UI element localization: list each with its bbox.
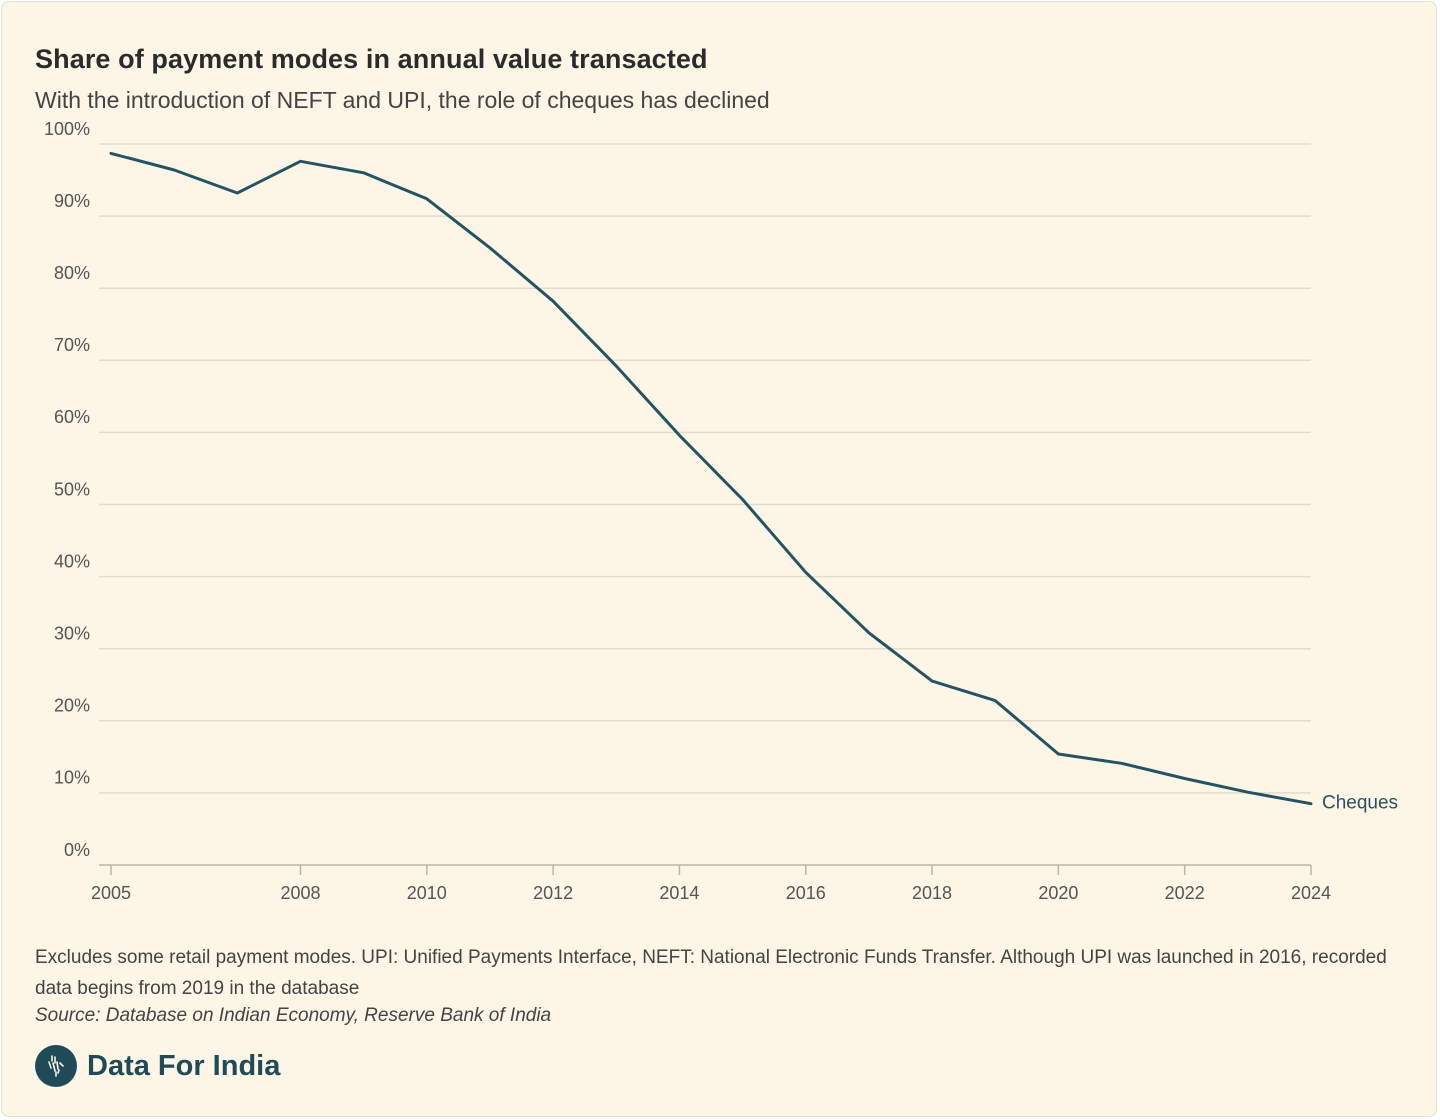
line-chart: 0%10%20%30%40%50%60%70%80%90%100% 2005 20… — [44, 122, 1398, 903]
y-tick-label-60: 60% — [54, 407, 90, 427]
chart-subtitle: With the introduction of NEFT and UPI, t… — [35, 87, 770, 113]
series-layer: Cheques — [109, 151, 1398, 814]
x-tick-label-2010: 2010 — [407, 883, 447, 903]
y-tick-label-90: 90% — [54, 191, 90, 211]
grid-lines — [99, 143, 1311, 794]
x-tick-label-2005: 2005 — [91, 883, 131, 903]
india-map-glyph — [48, 1055, 64, 1077]
footnote: Excludes some retail payment modes. UPI:… — [35, 947, 1387, 999]
x-axis: 2005 2008 2010 2012 2014 2016 2018 2020 2022 2024 — [91, 864, 1331, 903]
x-tick-label-2018: 2018 — [912, 883, 952, 903]
x-tick-label-2014: 2014 — [659, 883, 699, 903]
source-note: Source: Database on Indian Economy, Rese… — [35, 1005, 552, 1026]
x-tick-label-2020: 2020 — [1038, 883, 1078, 903]
y-axis-tick-labels: 0% 10% 20% 30% 40% 50% 60% 70% 80% 90% 100% — [44, 122, 90, 860]
y-tick-label-10: 10% — [54, 768, 90, 788]
y-tick-label-20: 20% — [54, 696, 90, 716]
y-tick-label-100: 100% — [44, 122, 90, 139]
y-tick-label-70: 70% — [54, 335, 90, 355]
brand-name[interactable]: Data For India — [87, 1049, 281, 1082]
india-map-logo-icon — [35, 1045, 77, 1087]
y-tick-label-80: 80% — [54, 263, 90, 283]
chart-title: Share of payment modes in annual value t… — [35, 44, 708, 74]
y-tick-label-40: 40% — [54, 551, 90, 571]
series-label-cheques: Cheques — [1322, 793, 1398, 814]
x-tick-label-2022: 2022 — [1165, 883, 1205, 903]
series-line-cheques — [109, 151, 1313, 806]
x-tick-label-2024: 2024 — [1291, 883, 1331, 903]
y-tick-label-30: 30% — [54, 623, 90, 643]
brand[interactable]: Data For India — [35, 1045, 280, 1087]
x-tick-label-2016: 2016 — [786, 883, 826, 903]
x-tick-label-2008: 2008 — [280, 883, 320, 903]
y-tick-label-50: 50% — [54, 479, 90, 499]
y-tick-label-0: 0% — [64, 840, 90, 860]
x-tick-label-2012: 2012 — [533, 883, 573, 903]
